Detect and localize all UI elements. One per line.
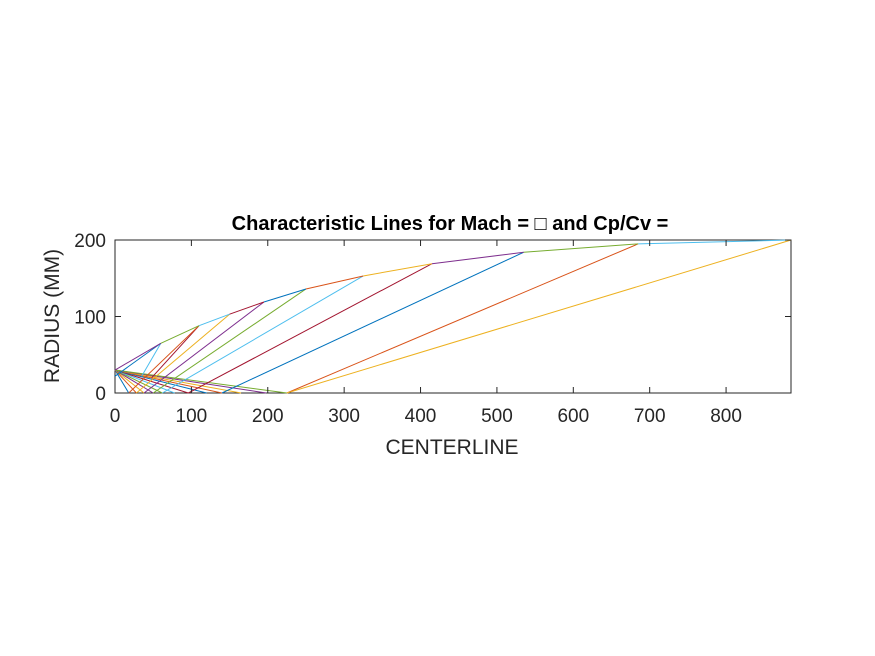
short-characteristic-line-1 — [151, 325, 200, 379]
throat-fan-line-0 — [114, 369, 130, 394]
y-tick-label: 100 — [74, 308, 106, 329]
axis-wall-line-9 — [286, 239, 792, 394]
throat-fan-line-11 — [114, 369, 287, 394]
short-characteristic-line-0 — [141, 343, 162, 377]
throat-fan-line-3 — [114, 369, 154, 394]
wall-contour-segment-2 — [198, 313, 230, 327]
chart-title: Characteristic Lines for Mach = □ and Cp… — [232, 213, 669, 235]
throat-fan-line-5 — [114, 369, 175, 394]
axis-wall-line-0 — [114, 342, 162, 377]
throat-fan-line-6 — [114, 369, 189, 394]
throat-fan-line-9 — [114, 369, 242, 394]
axis-wall-line-4 — [152, 288, 307, 394]
wall-contour-segment-0 — [114, 342, 162, 371]
x-tick-label: 700 — [634, 406, 666, 427]
y-axis-label: RADIUS (MM) — [41, 249, 64, 383]
axis-wall-line-8 — [286, 243, 639, 394]
wall-contour-segment-3 — [229, 301, 265, 315]
wall-contour-segment-8 — [523, 243, 639, 253]
x-tick-label: 200 — [252, 406, 284, 427]
wall-contour-segment-7 — [431, 251, 524, 265]
axis-wall-line-7 — [221, 251, 524, 394]
x-axis: 0 100 200 300 400 500 600 700 800 — [110, 240, 742, 427]
x-tick-label: 600 — [557, 406, 589, 427]
x-axis-label: CENTERLINE — [385, 436, 518, 459]
axis-wall-line-3 — [143, 301, 265, 394]
axis-wall-line-5 — [162, 275, 364, 394]
y-tick-label: 0 — [95, 384, 106, 405]
plot-area — [114, 239, 792, 394]
wall-contour-segment-1 — [160, 325, 200, 344]
wall-contour-segment-6 — [363, 263, 433, 277]
axis-wall-line-6 — [188, 263, 433, 394]
x-tick-label: 0 — [110, 406, 121, 427]
x-tick-label: 400 — [405, 406, 437, 427]
y-tick-label: 200 — [74, 231, 106, 252]
y-axis: 0 100 200 — [74, 231, 791, 405]
wall-contour-segment-5 — [305, 275, 364, 290]
axis-wall-line-2 — [136, 313, 230, 394]
throat-fan-line-2 — [114, 369, 145, 394]
characteristic-lines — [114, 239, 792, 394]
throat-fan-line-4 — [114, 369, 163, 394]
wall-contour-segment-4 — [263, 288, 307, 303]
axis-wall-line-1 — [128, 325, 200, 394]
axes-box — [114, 239, 792, 394]
x-tick-label: 500 — [481, 406, 513, 427]
x-tick-label: 100 — [176, 406, 208, 427]
x-tick-label: 800 — [710, 406, 742, 427]
x-tick-label: 300 — [328, 406, 360, 427]
throat-fan-line-8 — [114, 369, 223, 394]
wall-contour-segment-9 — [638, 239, 792, 245]
